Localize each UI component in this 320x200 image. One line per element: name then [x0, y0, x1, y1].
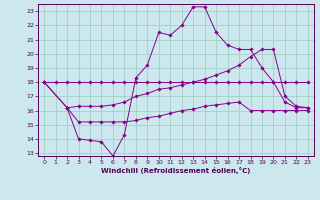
X-axis label: Windchill (Refroidissement éolien,°C): Windchill (Refroidissement éolien,°C) [101, 167, 251, 174]
